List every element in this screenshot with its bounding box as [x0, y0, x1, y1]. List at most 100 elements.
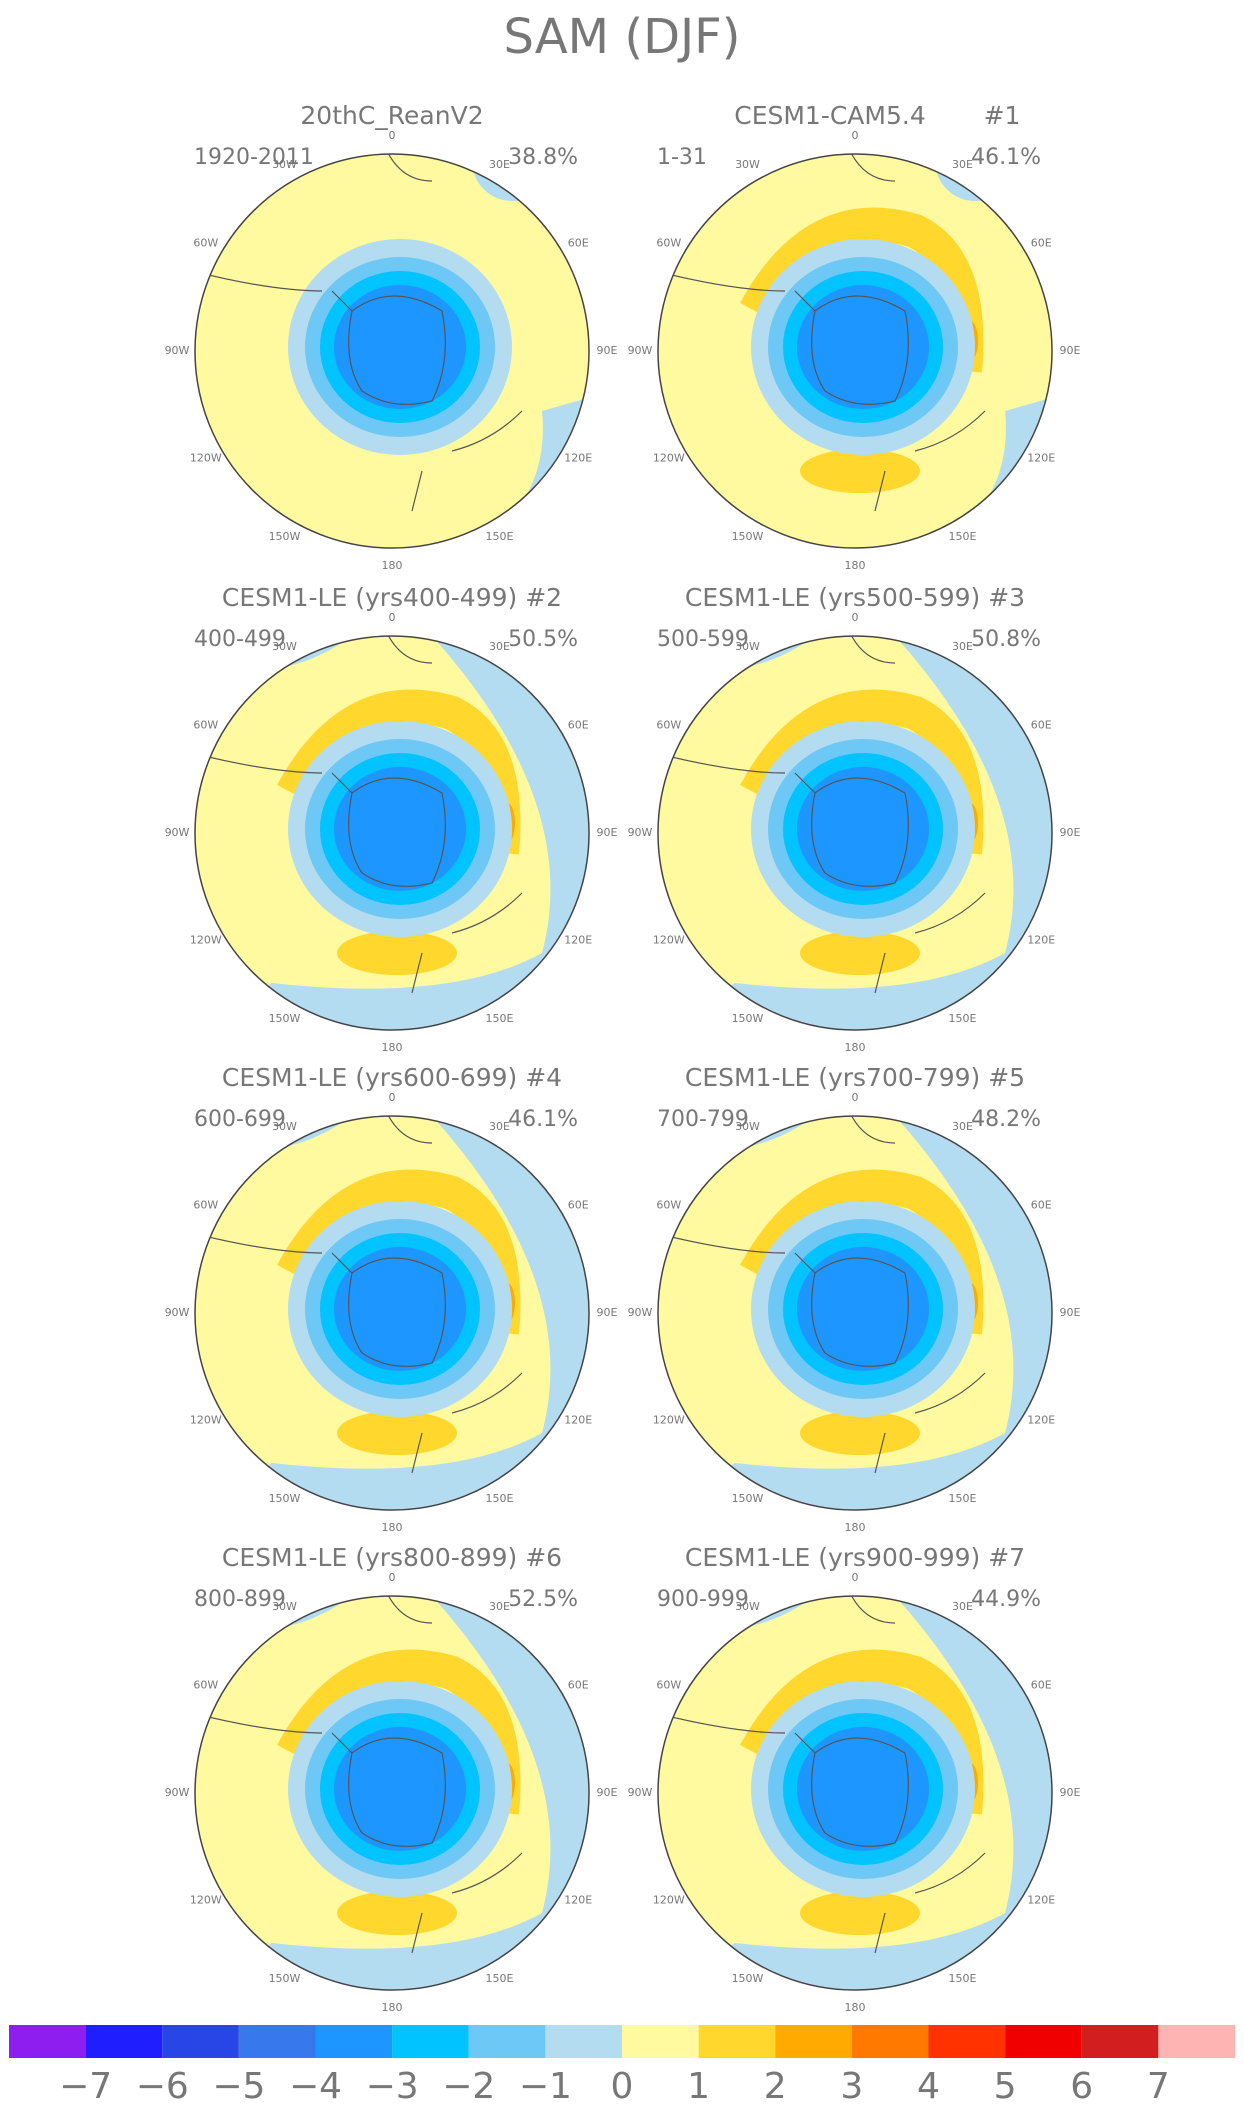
longitude-label: 180	[382, 1041, 403, 1054]
map-border	[194, 1115, 590, 1511]
longitude-label: 60E	[568, 719, 589, 732]
panel-period: 700-799	[657, 1107, 749, 1132]
longitude-label: 30W	[272, 158, 297, 171]
map-panel: 0 30E 60E 90E 120E 150E 180 150W 120W 90W 60W 30W 20…	[165, 101, 618, 572]
colorbar-label: −6	[136, 2066, 189, 2107]
colorbar-label: 1	[687, 2066, 710, 2107]
coastline	[658, 636, 986, 994]
coastline	[658, 1596, 986, 1954]
map-field	[658, 1116, 1052, 1510]
panel-title: CESM1-LE (yrs800-899) #6	[222, 1543, 562, 1572]
panel-percent: 46.1%	[508, 1107, 578, 1132]
longitude-label: 0	[852, 129, 859, 142]
longitude-label: 120E	[1027, 1894, 1055, 1907]
map-panel: 0 30E 60E 90E 120E 150E 180 150W 120W 90W 60W 30W CE…	[165, 1543, 618, 2014]
longitude-label: 90W	[165, 826, 190, 839]
colorbar-label: 3	[840, 2066, 863, 2107]
longitude-label: 30E	[489, 1600, 510, 1613]
panel-percent: 50.8%	[971, 627, 1041, 652]
panel-period: 500-599	[657, 627, 749, 652]
map-panel: 0 30E 60E 90E 120E 150E 180 150W 120W 90W 60W 30W CE…	[165, 1063, 618, 1534]
colorbar-label: 5	[994, 2066, 1017, 2107]
positive-region	[337, 1411, 457, 1455]
longitude-label: 30E	[489, 1120, 510, 1133]
longitude-label: 150W	[269, 1972, 301, 1985]
longitude-label: 150E	[486, 530, 514, 543]
negative-region	[797, 1727, 929, 1851]
colorbar-label: 4	[917, 2066, 940, 2107]
map-border	[657, 635, 1053, 1031]
longitude-label: 0	[389, 1091, 396, 1104]
longitude-label: 90E	[597, 826, 618, 839]
positive-region	[337, 1891, 457, 1935]
longitude-label: 30E	[952, 640, 973, 653]
panel-title: 20thC_ReanV2	[300, 101, 483, 130]
colorbar-box	[775, 2025, 852, 2058]
colorbar-box	[85, 2025, 163, 2058]
map-panel: 0 30E 60E 90E 120E 150E 180 150W 120W 90W 60W 30W CE…	[165, 583, 618, 1054]
longitude-label: 150E	[949, 530, 977, 543]
colorbar-box	[162, 2025, 239, 2058]
colorbar-box	[1158, 2025, 1235, 2058]
colorbar-box	[851, 2025, 929, 2058]
panel-title: CESM1-LE (yrs900-999) #7	[685, 1543, 1025, 1572]
longitude-label: 150E	[949, 1492, 977, 1505]
longitude-label: 60E	[1031, 719, 1052, 732]
map-panel: 0 30E 60E 90E 120E 150E 180 150W 120W 90W 60W 30W CE…	[628, 101, 1081, 572]
panel-period: 900-999	[657, 1587, 749, 1612]
positive-region	[800, 931, 920, 975]
longitude-label: 90E	[1060, 344, 1081, 357]
longitude-label: 120W	[653, 1894, 685, 1907]
map-panel: 0 30E 60E 90E 120E 150E 180 150W 120W 90W 60W 30W CE…	[628, 1543, 1081, 2014]
panel-title: #1	[984, 101, 1021, 130]
longitude-label: 60E	[1031, 237, 1052, 250]
coastline	[658, 154, 986, 512]
longitude-label: 120W	[190, 452, 222, 465]
longitude-label: 30E	[952, 1600, 973, 1613]
map-border	[194, 153, 590, 549]
coastline	[195, 154, 523, 512]
colorbar-label: 6	[1070, 2066, 1093, 2107]
longitude-label: 120W	[190, 1894, 222, 1907]
map-border	[194, 635, 590, 1031]
negative-region	[334, 1247, 466, 1371]
longitude-label: 0	[389, 611, 396, 624]
map-panel: 0 30E 60E 90E 120E 150E 180 150W 120W 90W 60W 30W CE…	[628, 583, 1081, 1054]
colorbar-label: −4	[289, 2066, 342, 2107]
panel-percent: 48.2%	[971, 1107, 1041, 1132]
panel-title: CESM1-LE (yrs500-599) #3	[685, 583, 1025, 612]
longitude-label: 30W	[272, 640, 297, 653]
longitude-label: 30W	[735, 158, 760, 171]
longitude-label: 60W	[193, 1199, 218, 1212]
colorbar-box	[545, 2025, 622, 2058]
longitude-label: 150W	[732, 1012, 764, 1025]
coastline	[195, 1116, 523, 1474]
colorbar-box	[9, 2025, 86, 2058]
longitude-label: 150E	[486, 1492, 514, 1505]
colorbar-box	[315, 2025, 393, 2058]
colorbar-label: −3	[366, 2066, 419, 2107]
colorbar-label: −7	[59, 2066, 112, 2107]
longitude-label: 60W	[193, 237, 218, 250]
longitude-label: 90E	[1060, 1786, 1081, 1799]
negative-region	[797, 767, 929, 891]
colorbar-box	[238, 2025, 316, 2058]
colorbar-box	[1005, 2025, 1082, 2058]
longitude-label: 180	[845, 2001, 866, 2014]
colorbar-label: 7	[1147, 2066, 1170, 2107]
longitude-label: 0	[852, 1091, 859, 1104]
longitude-label: 150W	[732, 1492, 764, 1505]
longitude-label: 30E	[952, 158, 973, 171]
longitude-label: 90W	[165, 1306, 190, 1319]
longitude-label: 180	[382, 1521, 403, 1534]
longitude-label: 120W	[190, 1414, 222, 1427]
longitude-label: 150W	[732, 530, 764, 543]
longitude-label: 150W	[269, 1492, 301, 1505]
longitude-label: 120E	[564, 1414, 592, 1427]
longitude-label: 120W	[653, 934, 685, 947]
panel-period: 600-699	[194, 1107, 286, 1132]
panel-percent: 38.8%	[508, 145, 578, 170]
panel-title: CESM1-LE (yrs700-799) #5	[685, 1063, 1025, 1092]
longitude-label: 150E	[949, 1012, 977, 1025]
coastline	[195, 1596, 523, 1954]
